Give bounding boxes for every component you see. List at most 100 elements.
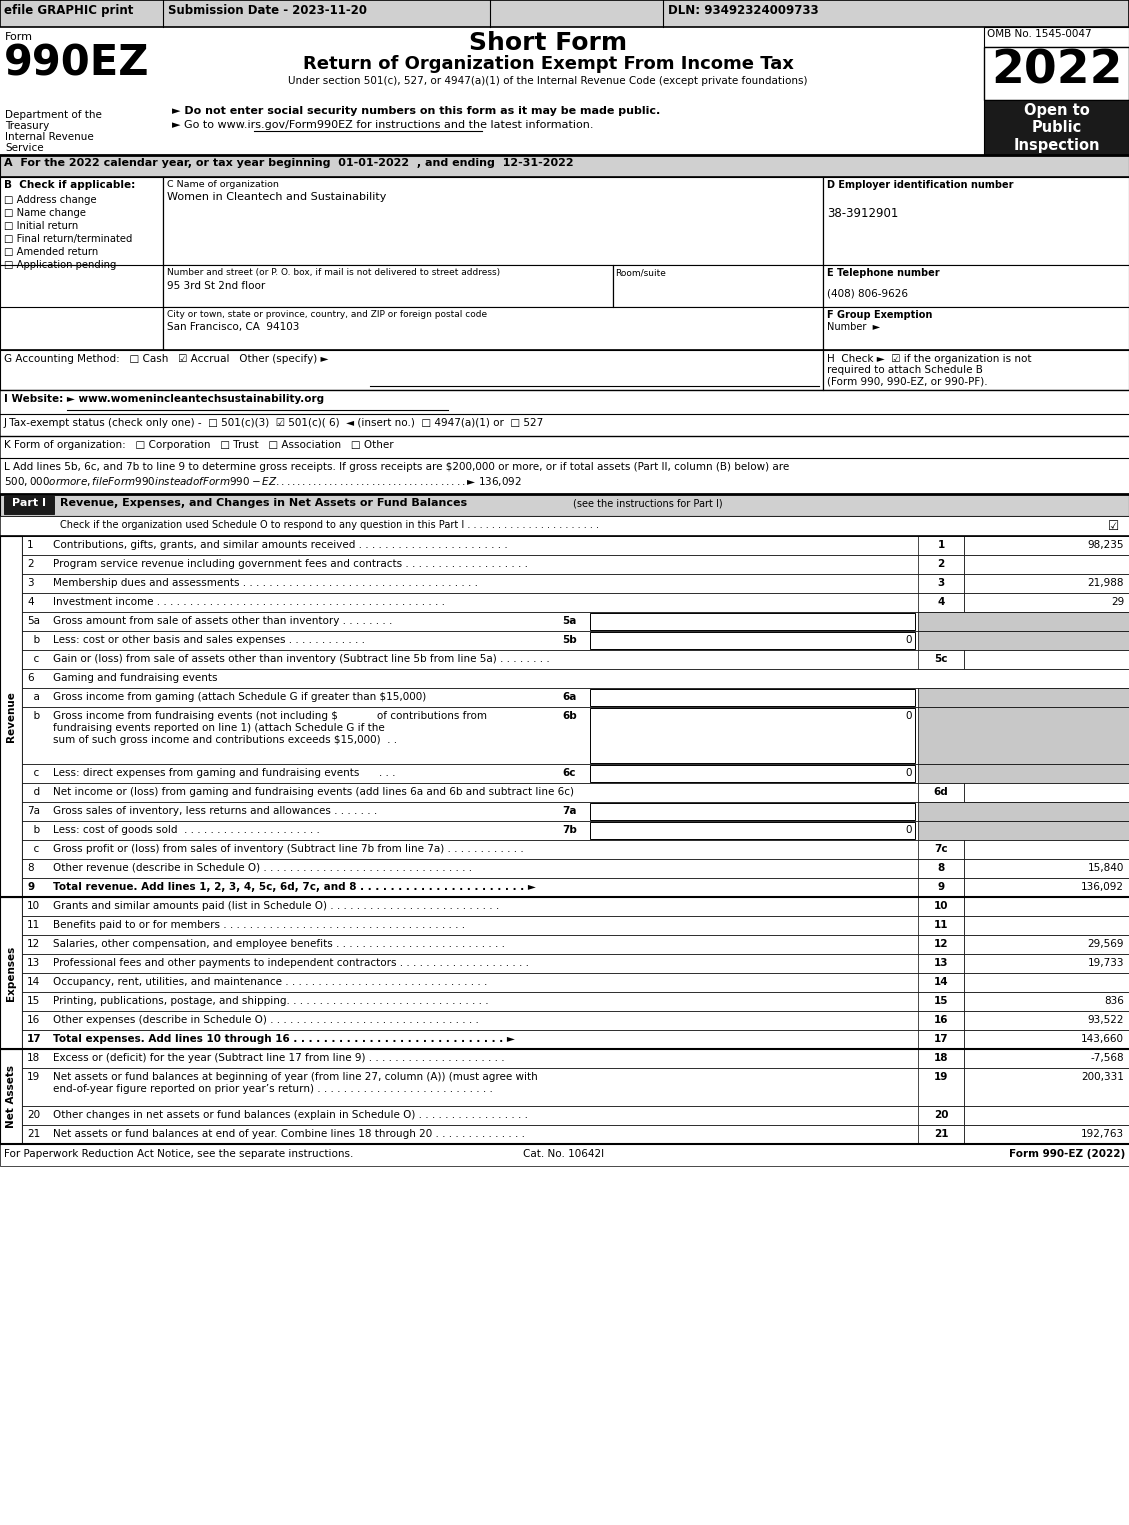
Bar xyxy=(918,708,1129,764)
Text: 1: 1 xyxy=(27,540,34,551)
Bar xyxy=(964,955,1129,973)
Text: City or town, state or province, country, and ZIP or foreign postal code: City or town, state or province, country… xyxy=(167,310,487,319)
Bar xyxy=(964,782,1129,802)
Text: 10: 10 xyxy=(27,901,41,910)
Text: Other revenue (describe in Schedule O) . . . . . . . . . . . . . . . . . . . . .: Other revenue (describe in Schedule O) .… xyxy=(53,863,472,872)
Text: 0: 0 xyxy=(905,769,912,778)
Text: ☑: ☑ xyxy=(1108,520,1119,534)
Bar xyxy=(964,650,1129,669)
Text: Revenue: Revenue xyxy=(6,691,16,743)
Text: (Form 990, 990-EZ, or 990-PF).: (Form 990, 990-EZ, or 990-PF). xyxy=(828,377,988,386)
Text: Service: Service xyxy=(5,143,44,152)
Bar xyxy=(984,47,1129,101)
Bar xyxy=(918,593,964,612)
Bar xyxy=(984,27,1129,47)
Bar xyxy=(21,612,1129,631)
Text: 6a: 6a xyxy=(562,692,577,702)
Text: 2: 2 xyxy=(937,560,945,569)
Text: Program service revenue including government fees and contracts . . . . . . . . : Program service revenue including govern… xyxy=(53,560,528,569)
Text: Number  ►: Number ► xyxy=(828,322,881,332)
Bar xyxy=(21,820,1129,840)
Text: Form: Form xyxy=(5,32,33,43)
Text: 143,660: 143,660 xyxy=(1080,1034,1124,1045)
Bar xyxy=(21,535,1129,555)
Text: 6d: 6d xyxy=(934,787,948,798)
Text: 4: 4 xyxy=(937,596,945,607)
Bar xyxy=(0,156,1129,177)
Text: Excess or (deficit) for the year (Subtract line 17 from line 9) . . . . . . . . : Excess or (deficit) for the year (Subtra… xyxy=(53,1052,505,1063)
Text: Gross income from gaming (attach Schedule G if greater than $15,000): Gross income from gaming (attach Schedul… xyxy=(53,692,427,702)
Text: Professional fees and other payments to independent contractors . . . . . . . . : Professional fees and other payments to … xyxy=(53,958,530,968)
Text: c: c xyxy=(27,843,40,854)
Bar xyxy=(964,1125,1129,1144)
Text: Less: cost or other basis and sales expenses . . . . . . . . . . . .: Less: cost or other basis and sales expe… xyxy=(53,634,365,645)
Bar xyxy=(21,1029,1129,1049)
Bar xyxy=(823,351,1129,390)
Bar xyxy=(964,935,1129,955)
Bar xyxy=(590,689,914,706)
Text: 21,988: 21,988 xyxy=(1087,578,1124,589)
Text: Occupancy, rent, utilities, and maintenance . . . . . . . . . . . . . . . . . . : Occupancy, rent, utilities, and maintena… xyxy=(53,978,488,987)
Text: 8: 8 xyxy=(937,863,945,872)
Text: 0: 0 xyxy=(905,634,912,645)
Text: 7a: 7a xyxy=(27,807,40,816)
Bar xyxy=(0,177,163,351)
Bar xyxy=(918,859,964,878)
Bar xyxy=(0,436,1129,458)
Text: Return of Organization Exempt From Income Tax: Return of Organization Exempt From Incom… xyxy=(303,55,794,73)
Text: 18: 18 xyxy=(934,1052,948,1063)
Text: K Form of organization:   □ Corporation   □ Trust   □ Association   □ Other: K Form of organization: □ Corporation □ … xyxy=(5,441,394,450)
Text: 0: 0 xyxy=(905,711,912,721)
Text: 93,522: 93,522 xyxy=(1087,1016,1124,1025)
Text: Gross profit or (loss) from sales of inventory (Subtract line 7b from line 7a) .: Gross profit or (loss) from sales of inv… xyxy=(53,843,524,854)
Text: Cat. No. 10642I: Cat. No. 10642I xyxy=(524,1148,604,1159)
Text: Treasury: Treasury xyxy=(5,120,50,131)
Bar xyxy=(21,897,1129,917)
Bar xyxy=(964,535,1129,555)
Text: OMB No. 1545-0047: OMB No. 1545-0047 xyxy=(987,29,1092,40)
Bar xyxy=(918,802,1129,820)
Bar xyxy=(918,820,1129,840)
Bar xyxy=(21,991,1129,1011)
Text: Internal Revenue: Internal Revenue xyxy=(5,133,94,142)
Bar xyxy=(21,1011,1129,1029)
Bar xyxy=(918,688,1129,708)
Text: Department of the: Department of the xyxy=(5,110,102,120)
Text: 192,763: 192,763 xyxy=(1080,1128,1124,1139)
Text: 6b: 6b xyxy=(562,711,577,721)
Text: 7a: 7a xyxy=(562,807,577,816)
Bar xyxy=(918,631,1129,650)
Bar xyxy=(918,991,964,1011)
Bar xyxy=(964,859,1129,878)
Bar xyxy=(918,1049,964,1067)
Bar xyxy=(918,1125,964,1144)
Bar xyxy=(964,973,1129,991)
Text: Printing, publications, postage, and shipping. . . . . . . . . . . . . . . . . .: Printing, publications, postage, and shi… xyxy=(53,996,489,1006)
Bar xyxy=(918,535,964,555)
Bar xyxy=(21,708,1129,764)
Text: 9: 9 xyxy=(937,881,945,892)
Text: Check if the organization used Schedule O to respond to any question in this Par: Check if the organization used Schedule … xyxy=(60,520,599,531)
Bar xyxy=(21,955,1129,973)
Text: 7c: 7c xyxy=(934,843,948,854)
Text: DLN: 93492324009733: DLN: 93492324009733 xyxy=(668,5,819,17)
Bar xyxy=(21,1106,1129,1125)
Text: 38-3912901: 38-3912901 xyxy=(828,207,899,220)
Text: sum of such gross income and contributions exceeds $15,000)  . .: sum of such gross income and contributio… xyxy=(53,735,397,746)
Bar xyxy=(0,535,21,897)
Text: Submission Date - 2023-11-20: Submission Date - 2023-11-20 xyxy=(168,5,367,17)
Bar xyxy=(21,688,1129,708)
Text: Less: direct expenses from gaming and fundraising events      . . .: Less: direct expenses from gaming and fu… xyxy=(53,769,395,778)
Text: □ Amended return: □ Amended return xyxy=(5,247,98,258)
Bar xyxy=(918,935,964,955)
Bar xyxy=(21,878,1129,897)
Text: Net assets or fund balances at end of year. Combine lines 18 through 20 . . . . : Net assets or fund balances at end of ye… xyxy=(53,1128,525,1139)
Text: 15: 15 xyxy=(934,996,948,1006)
Bar xyxy=(0,515,1129,535)
Bar xyxy=(21,669,1129,688)
Text: (408) 806-9626: (408) 806-9626 xyxy=(828,288,908,297)
Text: Revenue, Expenses, and Changes in Net Assets or Fund Balances: Revenue, Expenses, and Changes in Net As… xyxy=(60,499,467,508)
Bar xyxy=(918,1106,964,1125)
Text: ► Do not enter social security numbers on this form as it may be made public.: ► Do not enter social security numbers o… xyxy=(172,107,660,116)
Bar xyxy=(918,555,964,573)
